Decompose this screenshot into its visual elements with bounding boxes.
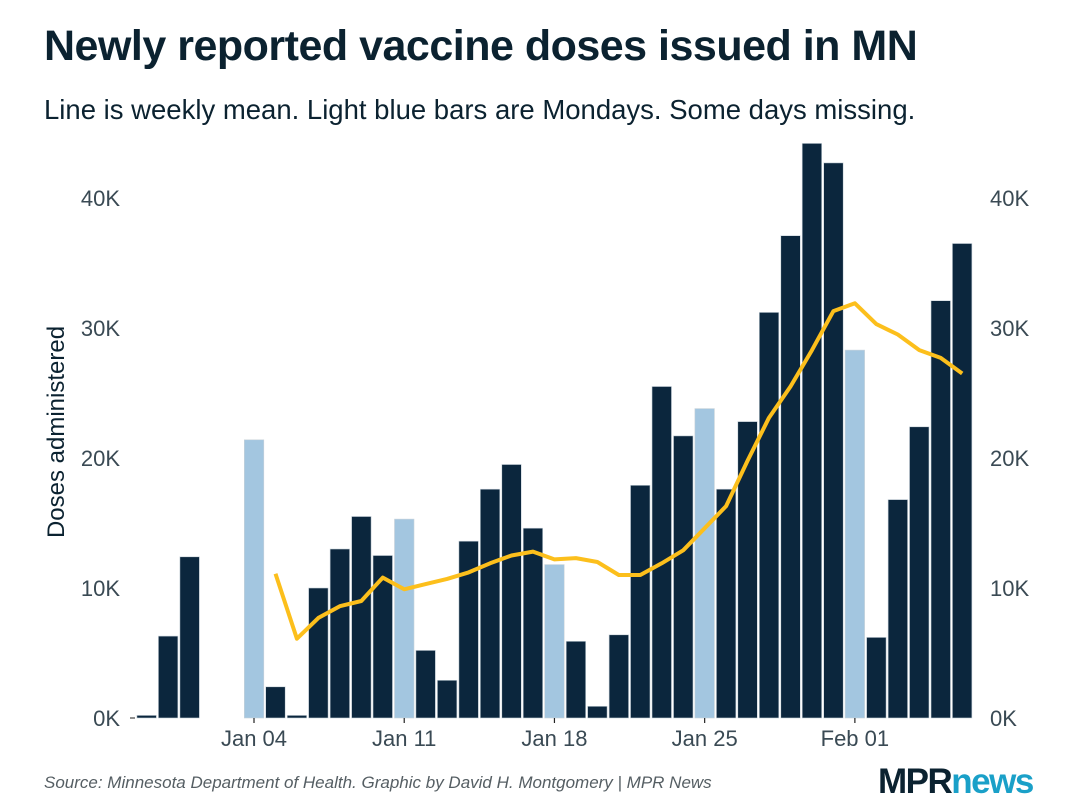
y-tick-label-right: 40K (990, 186, 1029, 211)
bar (136, 715, 157, 719)
x-axis: Jan 04 Jan 11 Jan 18 Jan 25 Feb 01 (130, 717, 890, 751)
bar (866, 637, 887, 719)
bars-group (136, 143, 973, 719)
bar (329, 548, 350, 719)
logo-mpr-text: MPR (878, 762, 953, 801)
x-tick-label: Jan 04 (221, 726, 287, 751)
line-group (273, 301, 964, 641)
y-tick-label-left: 30K (81, 316, 120, 341)
bar (909, 426, 930, 719)
x-tick-label: Jan 25 (672, 726, 738, 751)
bar-monday (394, 518, 415, 719)
y-tick-label-left: 40K (81, 186, 120, 211)
bar (887, 499, 908, 719)
bar (437, 679, 458, 719)
bar (801, 143, 823, 719)
y-tick-label-left: 20K (81, 446, 120, 471)
y-tick-label-left: 10K (81, 576, 120, 601)
bar (737, 421, 758, 719)
bar (630, 484, 651, 719)
mpr-news-logo: MPRnews (878, 762, 1034, 802)
y-axis-right: 0K 10K 20K 30K 40K (990, 186, 1029, 731)
bar (673, 435, 694, 719)
bar (587, 705, 608, 719)
bar (415, 650, 436, 719)
chart-title: Newly reported vaccine doses issued in M… (44, 22, 918, 70)
y-tick-label-left: 0K (93, 706, 120, 731)
y-tick-label-right: 20K (990, 446, 1029, 471)
weekly-mean-line (273, 301, 964, 641)
bar (351, 516, 372, 719)
bar (565, 640, 587, 719)
bar (308, 587, 329, 719)
bar (952, 243, 973, 719)
bar-monday (244, 439, 265, 719)
bar (501, 464, 522, 719)
y-tick-label-right: 10K (990, 576, 1029, 601)
bar (265, 686, 286, 719)
bar (758, 312, 780, 719)
bar-monday (694, 408, 715, 719)
x-tick-label: Jan 11 (372, 726, 436, 751)
bar (930, 300, 951, 719)
bar (716, 488, 737, 719)
bar (458, 540, 479, 719)
y-tick-label-right: 30K (990, 316, 1029, 341)
x-tick-label: Feb 01 (821, 726, 890, 751)
bar (372, 555, 393, 719)
bar (158, 635, 179, 719)
logo-news-text: news (951, 762, 1034, 801)
y-tick-label-right: 0K (990, 706, 1017, 731)
bar (179, 556, 200, 719)
y-axis-title: Doses administered (43, 326, 70, 538)
bar (823, 162, 844, 719)
bar (608, 634, 629, 719)
bar (522, 527, 544, 719)
y-axis-left: 0K 10K 20K 30K 40K (81, 186, 120, 731)
bar (651, 386, 672, 719)
bar (780, 235, 801, 719)
source-credit: Source: Minnesota Department of Health. … (44, 773, 712, 792)
x-tick-label: Jan 18 (521, 726, 587, 751)
bar (479, 488, 501, 719)
chart-subtitle: Line is weekly mean. Light blue bars are… (44, 94, 916, 125)
bar (286, 715, 308, 719)
bar-monday (544, 564, 565, 719)
bar-monday (844, 349, 865, 719)
